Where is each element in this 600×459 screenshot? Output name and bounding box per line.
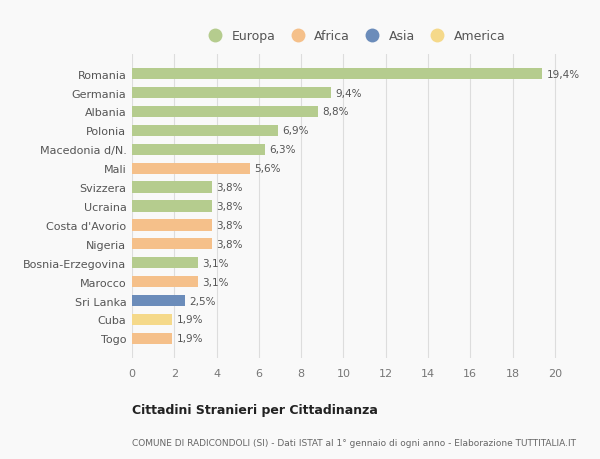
Bar <box>132 220 212 231</box>
Text: 1,9%: 1,9% <box>176 315 203 325</box>
Bar <box>132 295 185 307</box>
Bar <box>132 276 197 288</box>
Text: 3,8%: 3,8% <box>217 239 243 249</box>
Bar <box>132 333 172 344</box>
Text: 2,5%: 2,5% <box>189 296 215 306</box>
Text: 3,8%: 3,8% <box>217 202 243 212</box>
Text: 9,4%: 9,4% <box>335 89 361 98</box>
Bar <box>132 314 172 325</box>
Bar <box>132 125 278 137</box>
Text: Cittadini Stranieri per Cittadinanza: Cittadini Stranieri per Cittadinanza <box>132 403 378 416</box>
Legend: Europa, Africa, Asia, America: Europa, Africa, Asia, America <box>197 25 511 48</box>
Text: 1,9%: 1,9% <box>176 334 203 344</box>
Bar <box>132 106 318 118</box>
Bar <box>132 88 331 99</box>
Text: 3,8%: 3,8% <box>217 183 243 193</box>
Bar <box>132 163 250 174</box>
Text: 19,4%: 19,4% <box>547 69 580 79</box>
Bar <box>132 201 212 212</box>
Text: 3,1%: 3,1% <box>202 258 228 268</box>
Bar <box>132 144 265 156</box>
Text: 6,3%: 6,3% <box>269 145 296 155</box>
Text: COMUNE DI RADICONDOLI (SI) - Dati ISTAT al 1° gennaio di ogni anno - Elaborazion: COMUNE DI RADICONDOLI (SI) - Dati ISTAT … <box>132 438 576 447</box>
Text: 5,6%: 5,6% <box>254 164 281 174</box>
Bar <box>132 239 212 250</box>
Text: 3,8%: 3,8% <box>217 220 243 230</box>
Bar <box>132 257 197 269</box>
Text: 3,1%: 3,1% <box>202 277 228 287</box>
Bar <box>132 182 212 193</box>
Bar <box>132 69 542 80</box>
Text: 8,8%: 8,8% <box>322 107 349 117</box>
Text: 6,9%: 6,9% <box>282 126 308 136</box>
